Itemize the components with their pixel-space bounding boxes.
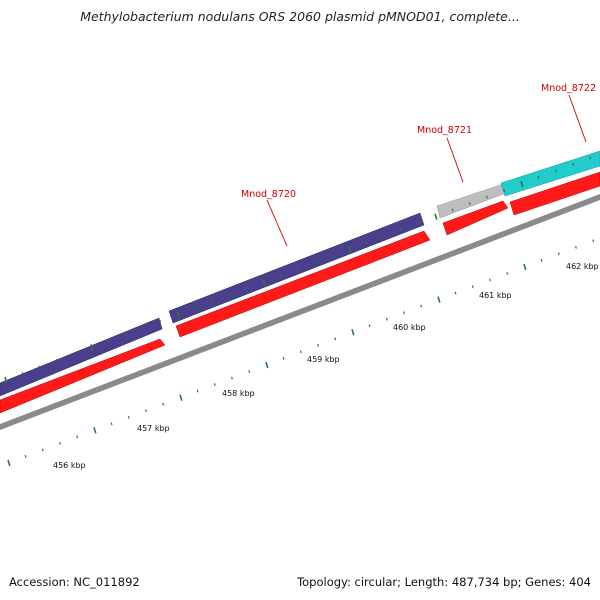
minor-tick (41, 448, 44, 452)
minor-tick (56, 358, 58, 362)
cds-feature-red (442, 200, 509, 236)
minor-tick (468, 202, 471, 205)
cds-feature-red (0, 338, 166, 414)
major-tick (7, 459, 11, 467)
minor-tick (282, 357, 285, 360)
genome-summary: Topology: circular; Length: 487,734 bp; … (297, 575, 591, 589)
minor-tick (213, 383, 216, 386)
major-tick (4, 376, 8, 384)
major-tick (262, 278, 266, 286)
backbone-track (0, 194, 600, 430)
cds-feature-red (509, 171, 600, 216)
major-tick (93, 427, 97, 434)
minor-tick (575, 245, 577, 249)
minor-tick (572, 162, 574, 166)
minor-tick (368, 324, 371, 328)
axis-tick-label: 462 kbp (566, 262, 599, 271)
axis-tick-label: 460 kbp (393, 323, 426, 332)
minor-tick (127, 415, 130, 419)
major-tick (348, 246, 352, 253)
minor-tick (73, 352, 76, 356)
minor-tick (451, 208, 454, 212)
axis-tick-label: 458 kbp (222, 389, 255, 398)
minor-tick (489, 278, 491, 282)
minor-tick (299, 350, 302, 354)
major-tick (265, 361, 269, 369)
major-tick (176, 311, 180, 318)
major-tick (434, 213, 438, 220)
major-tick (520, 180, 524, 188)
tick-marks-group (4, 156, 595, 467)
minor-tick (110, 422, 113, 426)
minor-tick (503, 189, 506, 192)
minor-tick (331, 254, 334, 258)
minor-tick (196, 389, 199, 393)
axis-tick-label: 461 kbp (479, 291, 512, 300)
minor-tick (486, 195, 488, 199)
minor-tick (162, 402, 165, 406)
minor-tick (417, 221, 420, 225)
major-tick (523, 263, 527, 271)
minor-tick (334, 337, 337, 341)
major-tick (351, 329, 355, 336)
minor-tick (506, 272, 509, 275)
minor-tick (385, 317, 388, 321)
label-leader-line (266, 199, 288, 247)
axis-tick-label: 457 kbp (137, 424, 170, 433)
cds-feature-red (175, 230, 431, 338)
minor-tick (400, 228, 402, 232)
minor-tick (124, 332, 127, 336)
gene-label: Mnod_8722 (541, 83, 596, 94)
minor-tick (228, 293, 230, 297)
minor-tick (589, 156, 592, 160)
major-tick (90, 344, 94, 351)
minor-tick (193, 306, 196, 310)
minor-tick (365, 241, 368, 245)
minor-tick (145, 409, 147, 413)
minor-tick (540, 258, 543, 262)
minor-tick (245, 287, 248, 290)
minor-tick (537, 175, 540, 179)
minor-tick (554, 169, 557, 173)
minor-tick (296, 267, 299, 271)
major-tick (179, 394, 183, 401)
minor-tick (403, 311, 405, 315)
minor-tick (142, 326, 144, 330)
minor-tick (420, 304, 423, 308)
minor-tick (76, 435, 79, 439)
accession-label: Accession: NC_011892 (9, 575, 140, 589)
minor-tick (24, 455, 27, 458)
minor-tick (317, 343, 319, 347)
gene-feature-blue (168, 212, 425, 324)
minor-tick (382, 234, 385, 238)
minor-tick (38, 365, 41, 369)
minor-tick (314, 260, 316, 264)
map-title: Methylobacterium nodulans ORS 2060 plasm… (80, 9, 520, 24)
minor-tick (231, 376, 233, 380)
major-tick (437, 296, 441, 303)
minor-tick (159, 319, 162, 323)
minor-tick (557, 252, 560, 256)
minor-tick (59, 441, 61, 445)
gene-label: Mnod_8720 (241, 189, 296, 200)
minor-tick (592, 239, 595, 243)
minor-tick (107, 339, 110, 343)
minor-tick (210, 300, 213, 303)
axis-tick-label: 456 kbp (53, 461, 86, 470)
minor-tick (454, 291, 457, 295)
minor-tick (471, 285, 474, 288)
gene-label: Mnod_8721 (417, 125, 472, 136)
label-leader-line (446, 137, 464, 183)
label-leader-line (568, 94, 587, 143)
gene-feature-cyan (500, 150, 600, 197)
gene-feature-blue (0, 317, 163, 397)
minor-tick (21, 372, 24, 375)
axis-tick-label: 459 kbp (307, 355, 340, 364)
minor-tick (248, 370, 251, 373)
minor-tick (279, 274, 282, 277)
